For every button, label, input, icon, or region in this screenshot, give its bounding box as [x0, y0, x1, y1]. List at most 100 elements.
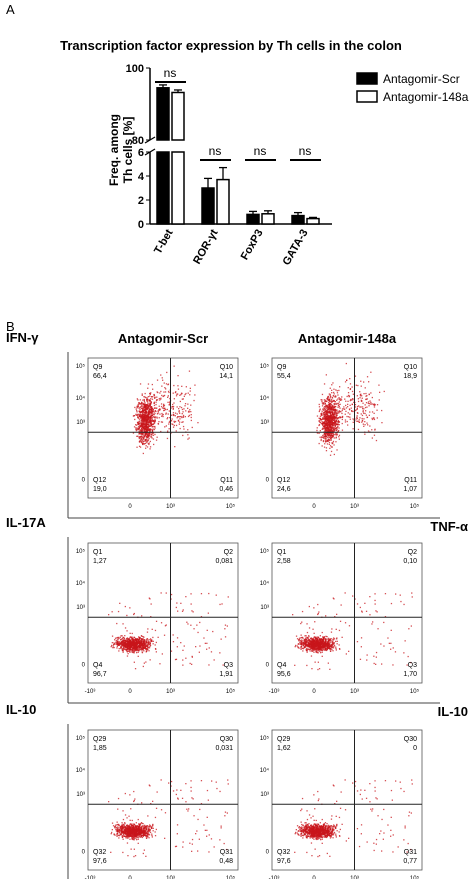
event-dot — [319, 436, 321, 438]
event-dot — [126, 640, 128, 643]
plot-frame — [87, 729, 239, 871]
event-dot — [337, 422, 339, 424]
event-dot — [146, 645, 148, 647]
event-dot — [164, 391, 167, 393]
event-dot — [164, 625, 167, 627]
event-dot — [349, 413, 351, 415]
event-dot — [361, 397, 363, 399]
event-dot — [329, 387, 331, 389]
event-dot — [139, 440, 141, 442]
event-dot — [132, 646, 135, 648]
event-dot — [178, 423, 180, 425]
event-dot — [320, 399, 322, 401]
event-dot — [326, 644, 328, 646]
event-dot — [143, 427, 145, 429]
event-dot — [334, 406, 337, 408]
event-dot — [341, 415, 344, 418]
event-dot — [343, 406, 345, 408]
event-dot — [127, 640, 130, 642]
event-dot — [143, 636, 145, 638]
event-dot — [194, 384, 196, 386]
event-dot — [190, 603, 192, 605]
event-dot — [122, 651, 124, 653]
event-dot — [138, 440, 141, 443]
event-dot — [333, 638, 336, 640]
event-dot — [327, 420, 330, 422]
event-dot — [171, 423, 173, 425]
event-dot — [307, 637, 309, 639]
event-dot — [312, 650, 314, 652]
event-dot — [167, 417, 169, 419]
y-axis-label-line2: Th cells [%] — [121, 117, 135, 184]
event-dot — [325, 437, 327, 439]
event-dot — [113, 646, 115, 649]
event-dot — [316, 644, 318, 646]
event-dot — [307, 639, 309, 642]
x-tick-label: FoxP3 — [239, 228, 266, 263]
event-dot — [154, 412, 156, 415]
event-dot — [125, 835, 128, 837]
event-dot — [331, 421, 333, 423]
event-dot — [143, 404, 145, 406]
event-dot — [126, 824, 128, 826]
event-dot — [346, 415, 348, 418]
event-dot — [163, 409, 165, 411]
axis-break-mark — [144, 148, 156, 156]
event-dot — [338, 410, 340, 412]
event-dot — [311, 641, 313, 643]
event-dot — [336, 613, 338, 615]
event-dot — [190, 786, 192, 789]
event-dot — [175, 658, 178, 660]
event-dot — [155, 648, 157, 650]
event-dot — [161, 414, 164, 416]
event-dot — [224, 628, 226, 630]
event-dot — [344, 381, 347, 383]
event-dot — [369, 425, 371, 427]
event-dot — [220, 638, 222, 640]
event-dot — [138, 445, 141, 447]
event-dot — [120, 647, 122, 649]
event-dot — [309, 646, 312, 648]
event-dot — [133, 612, 135, 615]
event-dot — [147, 406, 149, 409]
event-dot — [325, 416, 327, 418]
event-dot — [153, 426, 155, 428]
event-dot — [148, 404, 150, 406]
event-dot — [323, 399, 325, 401]
event-dot — [316, 642, 318, 644]
event-dot — [365, 398, 367, 400]
event-dot — [140, 423, 142, 425]
event-dot — [314, 645, 316, 647]
event-dot — [318, 410, 320, 413]
event-dot — [172, 392, 174, 394]
event-dot — [153, 422, 155, 424]
event-dot — [148, 646, 150, 649]
event-dot — [138, 638, 140, 640]
event-dot — [357, 398, 359, 400]
event-dot — [323, 421, 325, 423]
event-dot — [117, 834, 119, 836]
event-dot — [321, 644, 323, 647]
event-dot — [151, 420, 154, 422]
event-dot — [337, 424, 339, 426]
event-dot — [155, 651, 157, 653]
event-dot — [347, 400, 349, 402]
event-dot — [121, 635, 123, 637]
event-dot — [183, 395, 185, 397]
event-dot — [329, 396, 331, 399]
event-dot — [181, 797, 184, 799]
event-dot — [143, 413, 145, 415]
event-dot — [348, 650, 350, 652]
event-dot — [356, 412, 359, 414]
event-dot — [146, 825, 148, 827]
event-dot — [142, 636, 144, 638]
event-dot — [347, 416, 350, 418]
event-dot — [178, 411, 180, 413]
event-dot — [322, 436, 324, 438]
event-dot — [142, 423, 145, 426]
event-dot — [324, 407, 327, 409]
event-dot — [138, 422, 140, 425]
event-dot — [142, 420, 144, 422]
event-dot — [302, 637, 304, 639]
event-dot — [147, 434, 149, 437]
